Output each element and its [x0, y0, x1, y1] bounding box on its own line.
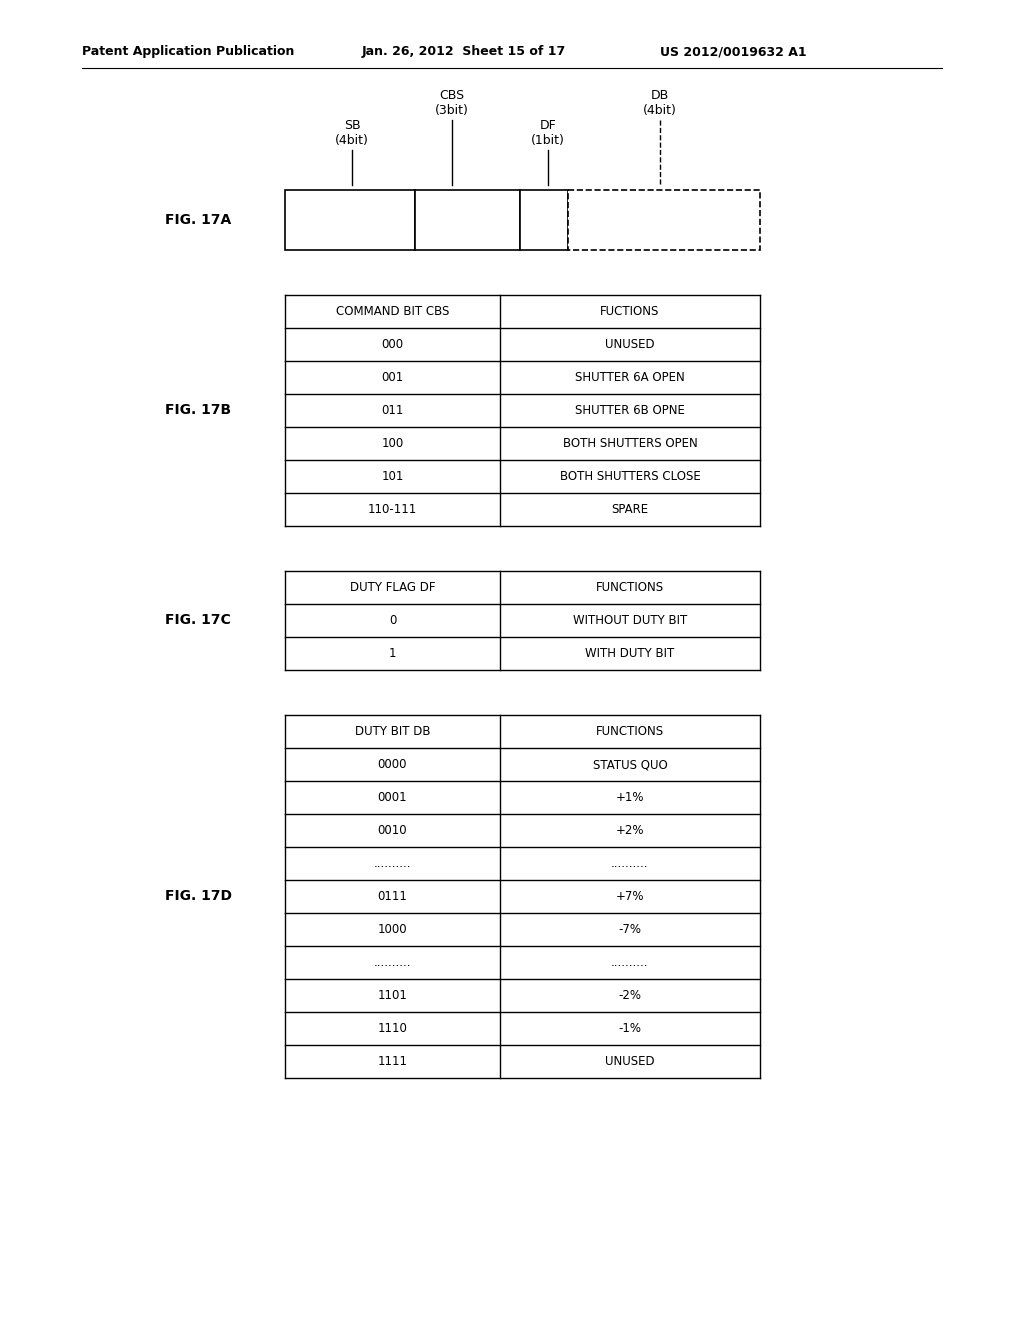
Text: 0001: 0001: [378, 791, 408, 804]
Text: 0000: 0000: [378, 758, 408, 771]
Text: DUTY FLAG DF: DUTY FLAG DF: [350, 581, 435, 594]
Text: SHUTTER 6B OPNE: SHUTTER 6B OPNE: [575, 404, 685, 417]
Text: 0010: 0010: [378, 824, 408, 837]
Text: DUTY BIT DB: DUTY BIT DB: [354, 725, 430, 738]
Text: 001: 001: [381, 371, 403, 384]
Text: 011: 011: [381, 404, 403, 417]
Text: ..........: ..........: [611, 857, 649, 870]
Text: BOTH SHUTTERS OPEN: BOTH SHUTTERS OPEN: [562, 437, 697, 450]
Text: DF: DF: [540, 119, 556, 132]
Text: -1%: -1%: [618, 1022, 641, 1035]
Text: FIG. 17A: FIG. 17A: [165, 213, 231, 227]
Text: +2%: +2%: [615, 824, 644, 837]
Text: Patent Application Publication: Patent Application Publication: [82, 45, 294, 58]
Text: FUCTIONS: FUCTIONS: [600, 305, 659, 318]
Text: SPARE: SPARE: [611, 503, 648, 516]
Text: US 2012/0019632 A1: US 2012/0019632 A1: [660, 45, 807, 58]
Text: UNUSED: UNUSED: [605, 1055, 654, 1068]
Text: STATUS QUO: STATUS QUO: [593, 758, 668, 771]
Text: 1000: 1000: [378, 923, 408, 936]
Text: UNUSED: UNUSED: [605, 338, 654, 351]
Text: (4bit): (4bit): [643, 104, 677, 117]
Text: CBS: CBS: [439, 88, 465, 102]
Text: (1bit): (1bit): [531, 135, 565, 147]
Text: 110-111: 110-111: [368, 503, 417, 516]
Bar: [285, 190, 415, 249]
Text: SB: SB: [344, 119, 360, 132]
Text: -7%: -7%: [618, 923, 641, 936]
Text: 000: 000: [381, 338, 403, 351]
Text: 0111: 0111: [378, 890, 408, 903]
Text: DB: DB: [651, 88, 669, 102]
Text: BOTH SHUTTERS CLOSE: BOTH SHUTTERS CLOSE: [560, 470, 700, 483]
Text: 1: 1: [389, 647, 396, 660]
Text: FUNCTIONS: FUNCTIONS: [596, 725, 664, 738]
Text: (4bit): (4bit): [335, 135, 369, 147]
Bar: [415, 190, 520, 249]
Text: ..........: ..........: [374, 857, 412, 870]
Text: WITHOUT DUTY BIT: WITHOUT DUTY BIT: [572, 614, 687, 627]
Bar: [520, 190, 568, 249]
Text: Jan. 26, 2012  Sheet 15 of 17: Jan. 26, 2012 Sheet 15 of 17: [362, 45, 566, 58]
Text: 101: 101: [381, 470, 403, 483]
Text: (3bit): (3bit): [435, 104, 469, 117]
Text: -2%: -2%: [618, 989, 641, 1002]
Text: 1111: 1111: [378, 1055, 408, 1068]
Text: COMMAND BIT CBS: COMMAND BIT CBS: [336, 305, 450, 318]
Text: FIG. 17B: FIG. 17B: [165, 404, 231, 417]
Text: ..........: ..........: [374, 956, 412, 969]
Text: FIG. 17D: FIG. 17D: [165, 890, 232, 903]
Text: ..........: ..........: [611, 956, 649, 969]
Text: 0: 0: [389, 614, 396, 627]
Text: +7%: +7%: [615, 890, 644, 903]
Text: +1%: +1%: [615, 791, 644, 804]
Text: FIG. 17C: FIG. 17C: [165, 614, 230, 627]
Text: 1101: 1101: [378, 989, 408, 1002]
Text: WITH DUTY BIT: WITH DUTY BIT: [586, 647, 675, 660]
Bar: [568, 190, 760, 249]
Text: 100: 100: [381, 437, 403, 450]
Text: SHUTTER 6A OPEN: SHUTTER 6A OPEN: [575, 371, 685, 384]
Text: 1110: 1110: [378, 1022, 408, 1035]
Text: FUNCTIONS: FUNCTIONS: [596, 581, 664, 594]
